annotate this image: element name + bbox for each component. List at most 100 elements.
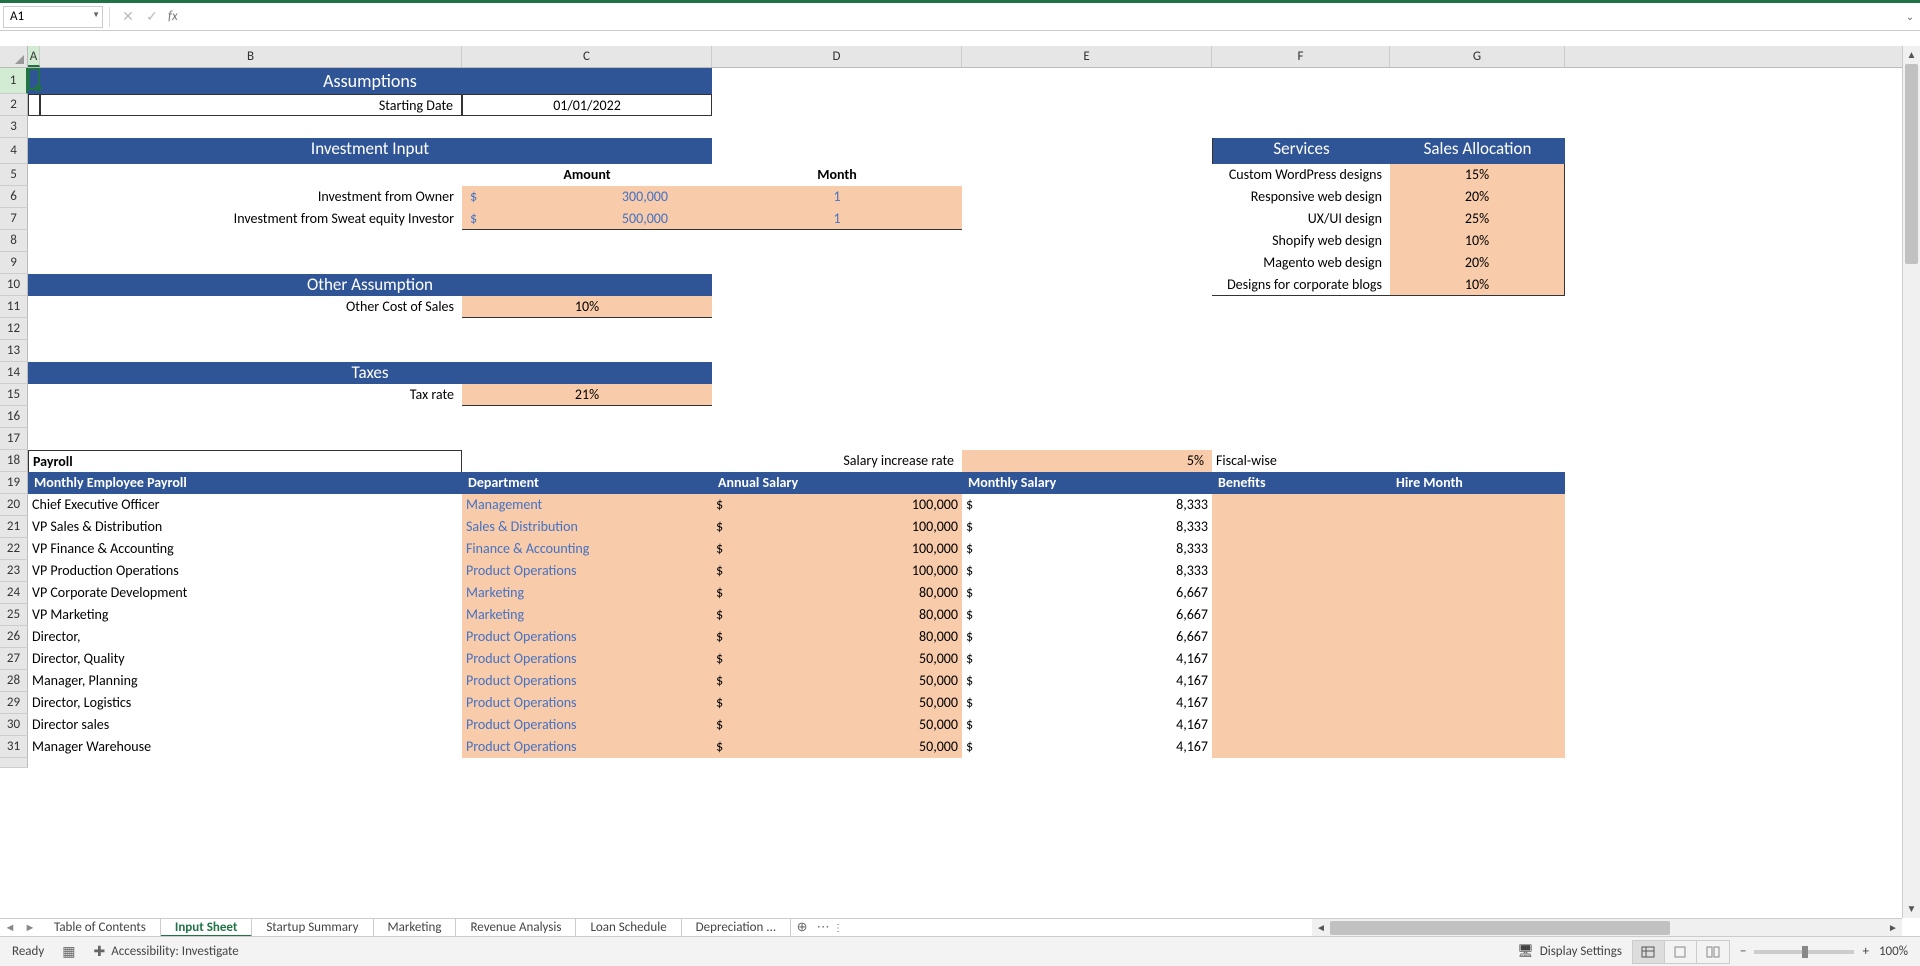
payroll-hire-2[interactable] <box>1390 538 1565 560</box>
select-all-button[interactable] <box>0 46 28 67</box>
other-cost-value[interactable]: 10% <box>462 296 712 318</box>
payroll-dept-10[interactable]: Product Operations <box>462 714 712 736</box>
row-header-26[interactable]: 26 <box>0 626 28 648</box>
row-header-6[interactable]: 6 <box>0 186 28 208</box>
cell[interactable] <box>28 428 1528 450</box>
service-pct-4[interactable]: 20% <box>1390 252 1565 274</box>
cell[interactable] <box>962 164 1212 186</box>
vertical-scrollbar-thumb[interactable] <box>1905 64 1918 264</box>
tax-rate-value[interactable]: 21% <box>462 384 712 406</box>
row-header-31[interactable]: 31 <box>0 736 28 758</box>
service-pct-1[interactable]: 20% <box>1390 186 1565 208</box>
horizontal-scrollbar-thumb[interactable] <box>1330 921 1670 935</box>
payroll-benefits-6[interactable] <box>1212 626 1390 648</box>
payroll-title-11[interactable]: Manager Warehouse <box>28 736 462 758</box>
cell[interactable] <box>28 406 1528 428</box>
payroll-annual-3[interactable]: $100,000 <box>712 560 962 582</box>
payroll-header-annual[interactable]: Annual Salary <box>712 472 962 494</box>
sheet-tab-table-of-contents[interactable]: Table of Contents <box>40 919 161 937</box>
page-layout-view-button[interactable] <box>1665 941 1697 963</box>
payroll-monthly-6[interactable]: $6,667 <box>962 626 1212 648</box>
payroll-dept-1[interactable]: Sales & Distribution <box>462 516 712 538</box>
row-header-18[interactable]: 18 <box>0 450 28 472</box>
payroll-header-employee[interactable]: Monthly Employee Payroll <box>28 472 462 494</box>
name-box[interactable]: A1 ▼ <box>3 6 103 28</box>
services-header[interactable]: Services <box>1212 138 1390 164</box>
payroll-title-2[interactable]: VP Finance & Accounting <box>28 538 462 560</box>
spreadsheet-grid[interactable]: 1Assumptions2Starting Date01/01/202234In… <box>0 68 1902 918</box>
payroll-dept-11[interactable]: Product Operations <box>462 736 712 758</box>
row-header-15[interactable]: 15 <box>0 384 28 406</box>
sheet-tab-startup-summary[interactable]: Startup Summary <box>252 919 373 937</box>
payroll-monthly-0[interactable]: $8,333 <box>962 494 1212 516</box>
payroll-annual-8[interactable]: $50,000 <box>712 670 962 692</box>
zoom-out-button[interactable]: − <box>1740 944 1746 959</box>
row-header-2[interactable]: 2 <box>0 94 28 116</box>
scroll-down-icon[interactable]: ▼ <box>1903 900 1920 918</box>
row-header-30[interactable]: 30 <box>0 714 28 736</box>
accessibility-status[interactable]: ✚ Accessibility: Investigate <box>93 943 238 960</box>
zoom-thumb[interactable] <box>1802 946 1808 958</box>
row-header-14[interactable]: 14 <box>0 362 28 384</box>
page-break-view-button[interactable] <box>1697 941 1729 963</box>
cell[interactable] <box>962 208 1212 230</box>
amount-header[interactable]: Amount <box>462 164 712 186</box>
other-assumption-header[interactable]: Other Assumption <box>28 274 712 296</box>
service-pct-2[interactable]: 25% <box>1390 208 1565 230</box>
payroll-hire-8[interactable] <box>1390 670 1565 692</box>
inv-sweat-amount[interactable]: $500,000 <box>462 208 712 230</box>
payroll-title-3[interactable]: VP Production Operations <box>28 560 462 582</box>
inv-owner-month[interactable]: 1 <box>712 186 962 208</box>
payroll-annual-2[interactable]: $100,000 <box>712 538 962 560</box>
cell[interactable] <box>712 138 962 164</box>
row-header-1[interactable]: 1 <box>0 68 28 94</box>
payroll-benefits-4[interactable] <box>1212 582 1390 604</box>
payroll-hire-0[interactable] <box>1390 494 1565 516</box>
payroll-monthly-5[interactable]: $6,667 <box>962 604 1212 626</box>
taxes-header[interactable]: Taxes <box>28 362 712 384</box>
payroll-header-hire[interactable]: Hire Month <box>1390 472 1565 494</box>
add-sheet-button[interactable]: ⊕ <box>791 920 813 935</box>
payroll-dept-2[interactable]: Finance & Accounting <box>462 538 712 560</box>
payroll-hire-6[interactable] <box>1390 626 1565 648</box>
payroll-annual-7[interactable]: $50,000 <box>712 648 962 670</box>
cancel-icon[interactable]: ✕ <box>116 6 140 28</box>
cell[interactable] <box>28 340 1528 362</box>
payroll-title-1[interactable]: VP Sales & Distribution <box>28 516 462 538</box>
vertical-scrollbar[interactable]: ▲ ▼ <box>1902 46 1920 918</box>
cell[interactable] <box>28 318 1528 340</box>
payroll-monthly-2[interactable]: $8,333 <box>962 538 1212 560</box>
row-header-5[interactable]: 5 <box>0 164 28 186</box>
payroll-annual-1[interactable]: $100,000 <box>712 516 962 538</box>
payroll-benefits-5[interactable] <box>1212 604 1390 626</box>
payroll-dept-9[interactable]: Product Operations <box>462 692 712 714</box>
formula-bar-expand-icon[interactable]: ⌄ <box>1900 10 1920 23</box>
payroll-benefits-9[interactable] <box>1212 692 1390 714</box>
payroll-monthly-3[interactable]: $8,333 <box>962 560 1212 582</box>
normal-view-button[interactable] <box>1633 941 1665 963</box>
row-header-28[interactable]: 28 <box>0 670 28 692</box>
column-header-F[interactable]: F <box>1212 46 1390 67</box>
row-header-9[interactable]: 9 <box>0 252 28 274</box>
month-header[interactable]: Month <box>712 164 962 186</box>
payroll-monthly-10[interactable]: $4,167 <box>962 714 1212 736</box>
scroll-up-icon[interactable]: ▲ <box>1903 46 1920 64</box>
confirm-icon[interactable]: ✓ <box>140 6 164 28</box>
payroll-hire-1[interactable] <box>1390 516 1565 538</box>
column-header-D[interactable]: D <box>712 46 962 67</box>
payroll-benefits-1[interactable] <box>1212 516 1390 538</box>
payroll-dept-7[interactable]: Product Operations <box>462 648 712 670</box>
row-header-20[interactable]: 20 <box>0 494 28 516</box>
payroll-title-5[interactable]: VP Marketing <box>28 604 462 626</box>
row-header-22[interactable]: 22 <box>0 538 28 560</box>
service-name-0[interactable]: Custom WordPress designs <box>1212 164 1390 186</box>
row-header-13[interactable]: 13 <box>0 340 28 362</box>
payroll-title-9[interactable]: Director, Logistics <box>28 692 462 714</box>
cell[interactable] <box>28 116 1528 138</box>
payroll-hire-7[interactable] <box>1390 648 1565 670</box>
zoom-level[interactable]: 100% <box>1879 944 1908 959</box>
payroll-title-10[interactable]: Director sales <box>28 714 462 736</box>
investment-input-header[interactable]: Investment Input <box>28 138 712 164</box>
other-cost-label[interactable]: Other Cost of Sales <box>28 296 462 318</box>
zoom-track[interactable] <box>1754 950 1854 954</box>
